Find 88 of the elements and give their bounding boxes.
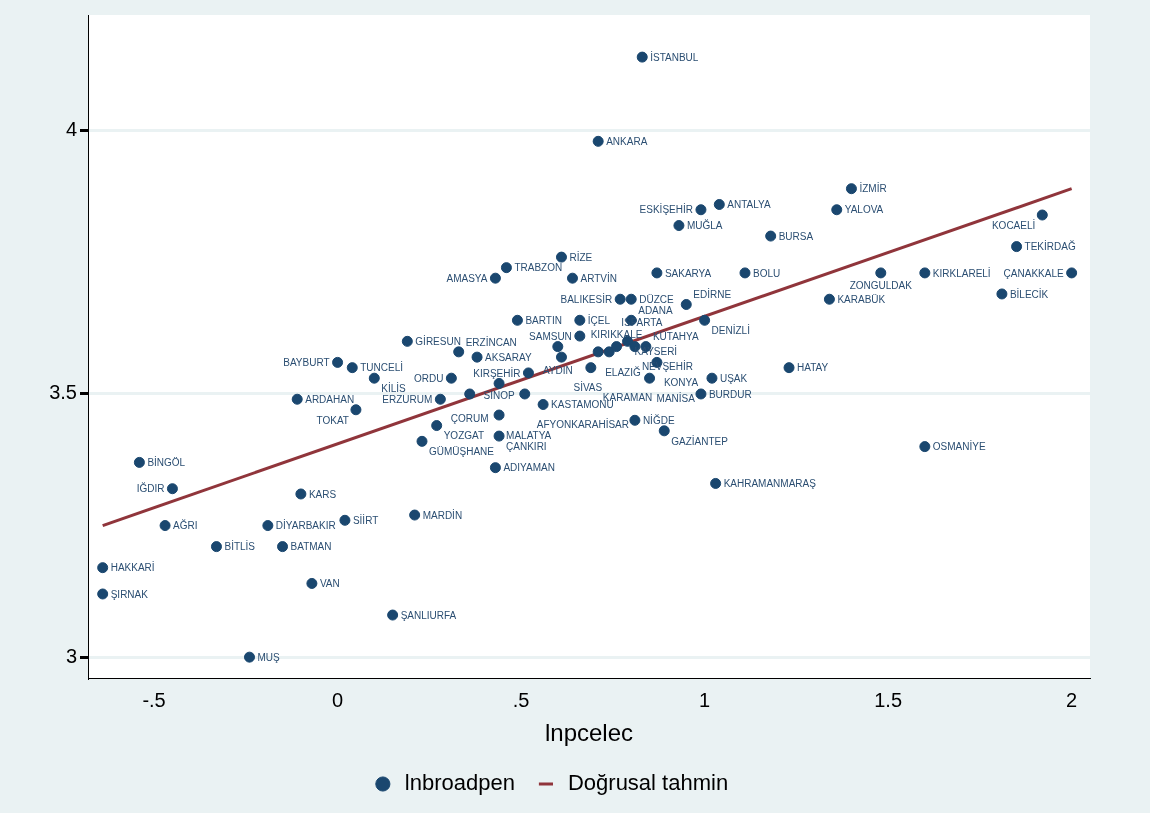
annotation: BİNGÖL bbox=[147, 456, 186, 469]
x-tick-label: .5 bbox=[512, 688, 530, 711]
annotation: İSTANBUL bbox=[650, 50, 699, 63]
annotation: SAMSUN bbox=[529, 330, 572, 342]
annotation: MUŞ bbox=[257, 651, 281, 663]
annotation: GAZİANTEP bbox=[671, 434, 729, 447]
annotation: KOCAELİ bbox=[991, 218, 1036, 231]
annotation: ERZİNCAN bbox=[465, 335, 517, 348]
annotation: AKSARAY bbox=[485, 351, 532, 363]
annotation: ÇANAKKALE bbox=[1003, 267, 1064, 279]
annotation: ARDAHAN bbox=[305, 393, 355, 405]
annotation: HATAY bbox=[797, 362, 829, 374]
annotation: AMASYA bbox=[446, 272, 488, 284]
x-tick-label: 1.5 bbox=[874, 688, 903, 711]
annotation: KONYA bbox=[663, 377, 699, 389]
x-tick-label: -.5 bbox=[142, 688, 166, 711]
annotation: ADANA bbox=[638, 305, 673, 317]
annotation: UŞAK bbox=[719, 372, 748, 384]
annotation: MANİSA bbox=[656, 391, 696, 404]
annotation: ARTVİN bbox=[580, 271, 617, 284]
annotation: HAKKARİ bbox=[110, 561, 155, 574]
y-tick-label: 3.5 bbox=[49, 381, 77, 404]
annotation: DİYARBAKIR bbox=[275, 519, 336, 532]
annotation: ŞANLIURFA bbox=[400, 609, 457, 621]
annotation: ANTALYA bbox=[727, 199, 771, 211]
annotation: AĞRI bbox=[173, 519, 198, 532]
annotation: BİTLİS bbox=[224, 540, 256, 553]
annotation: ESKİŞEHİR bbox=[639, 203, 693, 216]
annotation: TRABZON bbox=[514, 262, 563, 274]
annotation: MALATYA bbox=[506, 429, 552, 441]
x-axis-title: lnpcelec bbox=[544, 719, 634, 747]
annotation: ERZURUM bbox=[382, 393, 433, 405]
annotation: OSMANİYE bbox=[932, 440, 986, 453]
annotation: İÇEL bbox=[587, 314, 611, 327]
annotation: TUNCELİ bbox=[360, 361, 404, 374]
annotation: DENİZLİ bbox=[711, 324, 750, 337]
annotation: AFYONKARAHİSAR bbox=[536, 417, 630, 430]
x-tick-label: 2 bbox=[1066, 688, 1078, 711]
annotation: KİLİS bbox=[381, 381, 407, 394]
annotation: DÜZCE bbox=[639, 293, 674, 305]
annotation: İZMİR bbox=[859, 182, 887, 195]
annotation: EDİRNE bbox=[693, 288, 732, 301]
legend-label: Doğrusal tahmin bbox=[567, 770, 729, 796]
annotation: ŞIRNAK bbox=[110, 588, 149, 600]
annotation: YALOVA bbox=[844, 204, 884, 216]
annotation: BARTIN bbox=[525, 315, 562, 327]
annotation: ZONGULDAK bbox=[849, 279, 913, 291]
annotation: VAN bbox=[319, 578, 340, 590]
annotation: KARS bbox=[308, 488, 337, 500]
annotation: TEKİRDAĞ bbox=[1024, 240, 1076, 253]
annotation: BALIKESİR bbox=[560, 292, 613, 305]
annotation: SİİRT bbox=[352, 514, 379, 527]
annotation: KIRŞEHİR bbox=[473, 366, 521, 379]
annotation: RİZE bbox=[569, 250, 593, 263]
annotation: ÇORUM bbox=[450, 412, 489, 424]
annotation: MARDİN bbox=[422, 508, 463, 521]
annotation: SİVAS bbox=[573, 380, 603, 393]
annotation: TOKAT bbox=[316, 414, 349, 426]
annotation: ADIYAMAN bbox=[503, 462, 555, 474]
annotation: IĞDIR bbox=[136, 482, 165, 495]
annotation: SİNOP bbox=[483, 389, 515, 402]
annotation: KAHRAMANMARAŞ bbox=[723, 478, 817, 490]
annotation: ÇANKIRI bbox=[506, 440, 547, 452]
y-tick-label: 4 bbox=[65, 118, 77, 141]
x-tick-label: 0 bbox=[332, 688, 344, 711]
annotation: BOLU bbox=[752, 267, 781, 279]
annotation: GÜMÜŞHANE bbox=[429, 446, 495, 458]
annotation: BURDUR bbox=[708, 388, 752, 400]
legend-label: lnbroadpen bbox=[404, 770, 515, 796]
annotation: SAKARYA bbox=[664, 267, 712, 279]
annotation: KIRIKKALE bbox=[590, 329, 643, 341]
annotation: ANKARA bbox=[606, 136, 648, 148]
annotation: KÜTAHYA bbox=[652, 331, 699, 343]
annotation: KASTAMONU bbox=[551, 399, 614, 411]
annotation: GİRESUN bbox=[415, 335, 461, 348]
annotation: BURSA bbox=[778, 230, 814, 242]
annotation: NİĞDE bbox=[642, 414, 675, 427]
annotation: KARABÜK bbox=[837, 293, 886, 305]
annotation: BATMAN bbox=[290, 541, 332, 553]
annotation: YOZGAT bbox=[443, 430, 485, 442]
annotation: BAYBURT bbox=[283, 357, 330, 369]
annotation: ORDU bbox=[413, 372, 444, 384]
annotation: MUĞLA bbox=[686, 219, 723, 232]
annotation: KIRKLARELİ bbox=[932, 266, 991, 279]
annotation: BİLECİK bbox=[1009, 287, 1049, 300]
annotation: ELAZIĞ bbox=[605, 365, 641, 378]
x-tick-label: 1 bbox=[699, 688, 711, 711]
y-tick-label: 3 bbox=[65, 644, 77, 667]
